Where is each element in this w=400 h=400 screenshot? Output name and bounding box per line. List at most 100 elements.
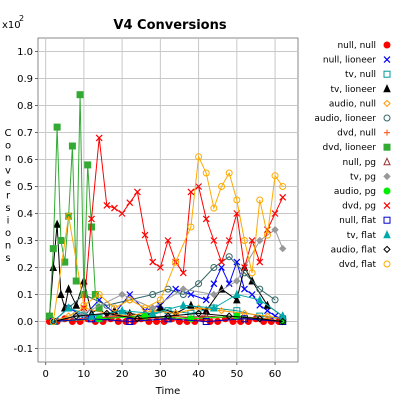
y-tick-label: 0.9 bbox=[17, 74, 33, 85]
data-point bbox=[194, 309, 203, 318]
data-point bbox=[84, 161, 92, 169]
data-point bbox=[95, 304, 103, 312]
data-point bbox=[187, 291, 195, 298]
data-point bbox=[187, 223, 195, 231]
data-point bbox=[214, 318, 222, 325]
data-point bbox=[68, 142, 76, 150]
data-point bbox=[195, 280, 203, 288]
data-point bbox=[53, 123, 61, 131]
data-point bbox=[271, 210, 279, 217]
data-point bbox=[49, 245, 57, 253]
legend-label: audio, flat bbox=[331, 245, 377, 255]
data-point bbox=[76, 91, 84, 99]
y-tick-label: 0.5 bbox=[17, 182, 33, 193]
legend-marker bbox=[383, 260, 391, 268]
data-point bbox=[65, 212, 73, 220]
y-tick-label: 1.0 bbox=[17, 47, 33, 58]
data-point bbox=[87, 311, 96, 320]
x-tick-label: 0 bbox=[42, 369, 48, 380]
legend-label: null, flat bbox=[339, 216, 376, 226]
data-point bbox=[80, 291, 88, 298]
data-point bbox=[248, 291, 256, 298]
data-point bbox=[241, 264, 248, 271]
data-point bbox=[195, 153, 203, 161]
y-tick-label: 0.4 bbox=[17, 209, 33, 220]
data-point bbox=[240, 315, 248, 323]
data-point bbox=[210, 280, 218, 288]
series-14 bbox=[49, 309, 287, 326]
data-point bbox=[225, 312, 233, 320]
data-point bbox=[103, 309, 111, 318]
data-point bbox=[187, 300, 195, 309]
data-point bbox=[218, 258, 225, 266]
data-point bbox=[72, 312, 80, 320]
data-point bbox=[172, 258, 180, 266]
data-point bbox=[72, 277, 80, 285]
data-point bbox=[95, 291, 103, 298]
y-tick-label: 0.0 bbox=[17, 317, 33, 328]
legend-marker bbox=[383, 84, 391, 93]
legend-label: dvd, lioneer bbox=[323, 143, 377, 153]
legend-marker bbox=[383, 245, 391, 254]
data-point bbox=[202, 215, 210, 223]
data-point bbox=[118, 210, 126, 217]
data-point bbox=[256, 236, 264, 245]
data-point bbox=[279, 183, 287, 190]
legend-label: audio, pg bbox=[334, 187, 376, 197]
data-point bbox=[64, 312, 73, 320]
y-tick-label: 0.7 bbox=[17, 128, 33, 139]
data-point bbox=[64, 303, 73, 312]
y-axis-title: Conversions bbox=[5, 128, 12, 264]
data-point bbox=[126, 318, 134, 325]
data-point bbox=[49, 318, 57, 325]
data-point bbox=[210, 290, 218, 299]
axis-ticks: 0 10 20 30 40 50 60 -0.1 0.0 0.1 0.2 0.3 0.4 0.5 0.6 0.… bbox=[13, 47, 281, 380]
data-point bbox=[248, 269, 256, 277]
legend-marker bbox=[383, 230, 391, 239]
data-point bbox=[279, 193, 287, 201]
y-tick-label: 0.8 bbox=[17, 101, 33, 112]
series-layer bbox=[45, 91, 287, 326]
data-point bbox=[248, 237, 256, 244]
series-line bbox=[52, 154, 284, 322]
data-point bbox=[218, 183, 226, 190]
legend-marker bbox=[383, 99, 391, 108]
data-point bbox=[225, 237, 233, 244]
data-point bbox=[256, 285, 264, 293]
data-point bbox=[233, 277, 241, 285]
data-point bbox=[53, 219, 61, 228]
data-point bbox=[241, 285, 248, 293]
legend-label: dvd, null bbox=[337, 129, 376, 139]
legend-label: audio, null bbox=[329, 99, 376, 109]
data-point bbox=[111, 204, 118, 212]
y-tick-label: 0.3 bbox=[17, 236, 33, 247]
y-tick-label: -0.1 bbox=[13, 344, 33, 355]
x-tick-label: 60 bbox=[269, 369, 282, 380]
legend-label: audio, lioneer bbox=[314, 114, 376, 124]
data-point bbox=[187, 188, 195, 196]
y-axis-title-letter: n bbox=[5, 241, 11, 252]
y-tick-label: 0.2 bbox=[17, 263, 33, 274]
data-point bbox=[88, 215, 95, 223]
data-point bbox=[255, 295, 264, 304]
data-point bbox=[148, 308, 157, 317]
data-point bbox=[233, 258, 241, 266]
data-point bbox=[110, 304, 118, 312]
data-point bbox=[164, 237, 172, 244]
data-point bbox=[126, 199, 134, 207]
legend-marker bbox=[383, 56, 391, 64]
data-point bbox=[179, 300, 188, 309]
data-point bbox=[256, 315, 264, 323]
data-point bbox=[133, 188, 141, 196]
data-point bbox=[114, 318, 122, 325]
data-point bbox=[271, 296, 279, 304]
y-axis-title-letter: v bbox=[5, 166, 11, 177]
series-line bbox=[52, 293, 283, 322]
data-point bbox=[179, 285, 188, 293]
data-point bbox=[118, 306, 126, 315]
legend-label: null, pg bbox=[342, 158, 376, 168]
legend-label: null, lioneer bbox=[323, 56, 376, 66]
data-point bbox=[156, 264, 164, 271]
legend-label: null, null bbox=[337, 41, 376, 51]
series-13 bbox=[49, 289, 287, 325]
